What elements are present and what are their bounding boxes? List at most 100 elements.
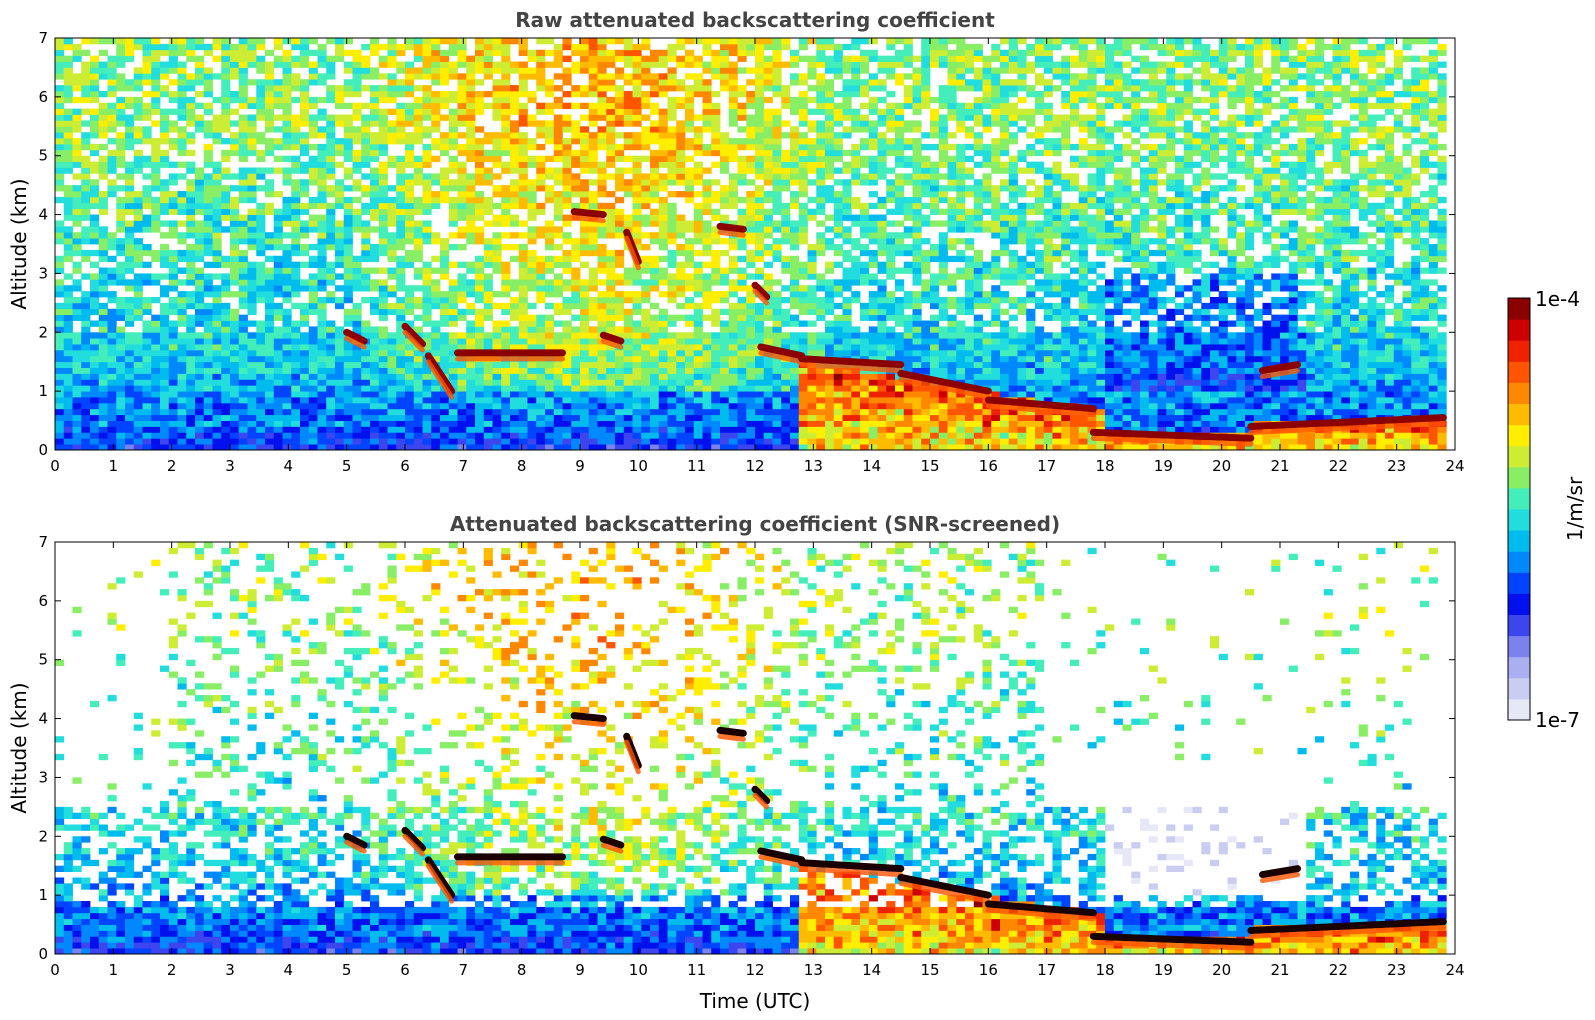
heat-cell bbox=[641, 155, 651, 162]
heat-cell bbox=[597, 379, 607, 386]
heat-cell bbox=[588, 161, 598, 168]
heat-cell bbox=[632, 385, 642, 392]
heat-cell bbox=[55, 373, 65, 380]
heat-cell bbox=[291, 420, 301, 427]
heat-cell bbox=[553, 85, 563, 92]
heat-cell bbox=[317, 114, 327, 121]
heat-cell bbox=[413, 138, 423, 145]
heat-cell bbox=[606, 296, 616, 304]
heat-cell bbox=[448, 296, 458, 304]
heat-cell bbox=[562, 432, 572, 439]
heat-cell bbox=[238, 143, 248, 151]
heat-cell bbox=[326, 244, 336, 251]
heat-cell bbox=[116, 261, 126, 268]
heat-cell bbox=[300, 191, 310, 198]
heat-cell bbox=[238, 361, 248, 368]
heat-cell bbox=[308, 67, 318, 74]
heat-cell bbox=[685, 414, 695, 421]
heat-cell bbox=[685, 444, 695, 450]
heat-cell bbox=[536, 179, 546, 186]
heat-cell bbox=[335, 379, 345, 386]
heat-cell bbox=[431, 79, 441, 86]
heat-cell bbox=[606, 208, 616, 215]
heat-cell bbox=[667, 114, 677, 121]
heat-cell bbox=[772, 138, 782, 145]
heat-cell bbox=[300, 391, 310, 398]
heat-cell bbox=[606, 143, 616, 151]
heat-cell bbox=[422, 279, 432, 286]
heat-cell bbox=[571, 202, 581, 210]
heat-cell bbox=[343, 85, 353, 92]
heat-cell bbox=[510, 332, 520, 339]
heat-cell bbox=[405, 61, 415, 68]
heat-cell bbox=[212, 332, 222, 339]
heat-cell bbox=[571, 191, 581, 198]
heat-cell bbox=[501, 379, 511, 386]
heat-cell bbox=[90, 232, 100, 239]
heat-cell bbox=[693, 208, 703, 215]
heat-cell bbox=[518, 85, 528, 92]
heat-cell bbox=[326, 355, 336, 363]
heat-cell bbox=[195, 438, 205, 445]
heat-cell bbox=[308, 155, 318, 162]
heat-cell bbox=[326, 38, 336, 45]
heat-cell bbox=[641, 426, 651, 433]
heat-cell bbox=[300, 114, 310, 121]
heat-cell bbox=[728, 432, 738, 439]
heat-cell bbox=[335, 444, 345, 450]
heat-cell bbox=[212, 379, 222, 386]
heat-cell bbox=[343, 238, 353, 245]
heat-cell bbox=[685, 155, 695, 162]
heat-cell bbox=[370, 267, 380, 274]
heat-cell bbox=[615, 179, 625, 186]
heat-cell bbox=[772, 308, 782, 316]
heat-cell bbox=[361, 120, 371, 127]
heat-cell bbox=[186, 361, 196, 368]
heat-cell bbox=[545, 338, 555, 345]
heat-cell bbox=[483, 373, 493, 380]
heat-cell bbox=[510, 361, 520, 368]
heat-cell bbox=[151, 79, 161, 86]
heat-cell bbox=[282, 438, 292, 445]
heat-cell bbox=[81, 143, 91, 151]
heat-cell bbox=[55, 38, 65, 45]
heat-cell bbox=[483, 302, 493, 310]
heat-cell bbox=[685, 179, 695, 186]
heat-cell bbox=[720, 155, 730, 162]
heat-cell bbox=[615, 155, 625, 162]
heat-cell bbox=[711, 108, 721, 115]
heat-cell bbox=[107, 314, 117, 321]
heat-cell bbox=[361, 367, 371, 374]
heat-cell bbox=[317, 302, 327, 310]
heat-cell bbox=[562, 202, 572, 210]
heat-cell bbox=[457, 273, 467, 280]
heat-cell bbox=[676, 79, 686, 86]
heat-cell bbox=[151, 255, 161, 263]
heat-cell bbox=[553, 138, 563, 145]
heat-cell bbox=[658, 379, 668, 386]
heat-cell bbox=[160, 179, 170, 186]
heat-cell bbox=[632, 444, 642, 450]
heat-cell bbox=[798, 185, 808, 192]
heat-cell bbox=[431, 408, 441, 416]
heat-cell bbox=[580, 132, 590, 139]
heat-cell bbox=[667, 414, 677, 421]
heat-cell bbox=[125, 391, 135, 398]
heat-cell bbox=[151, 196, 161, 204]
heat-cell bbox=[798, 138, 808, 145]
heat-cell bbox=[553, 361, 563, 368]
heat-cell bbox=[90, 397, 100, 404]
heat-cell bbox=[510, 108, 520, 115]
heat-cell bbox=[510, 138, 520, 145]
heat-cell bbox=[230, 90, 240, 98]
heat-cell bbox=[352, 261, 362, 268]
heat-cell bbox=[597, 202, 607, 210]
heat-cell bbox=[300, 43, 310, 51]
heat-cell bbox=[448, 196, 458, 204]
heat-cell bbox=[772, 291, 782, 298]
heat-cell bbox=[55, 344, 65, 351]
heat-cell bbox=[361, 67, 371, 74]
heat-cell bbox=[151, 43, 161, 51]
heat-cell bbox=[387, 420, 397, 427]
heat-cell bbox=[378, 402, 388, 410]
